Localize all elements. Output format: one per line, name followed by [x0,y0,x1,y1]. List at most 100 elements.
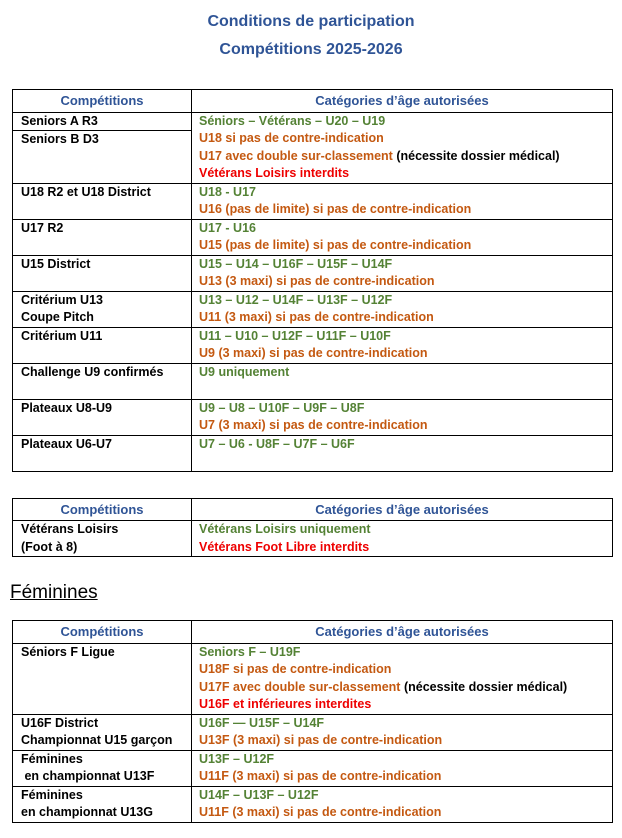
competitions-table-feminines: Compétitions Catégories d’âge autorisées S… [12,620,613,823]
table-header-row: Compétitions Catégories d’âge autorisées [13,90,612,112]
competition-name-group: Critérium U11 [13,328,191,363]
competition-name-line: U15 District [21,256,91,271]
competition-name-line: Coupe Pitch [21,310,94,324]
category-line: U13F – U12F [199,751,608,769]
competition-name-line: U16F District [21,715,99,730]
category-text-segment: Vétérans Foot Libre interdits [199,539,370,554]
competition-name-group: Plateaux U6-U7 [13,436,191,471]
category-text-segment: U18F si pas de contre-indication [199,662,392,676]
category-text-segment: U9 (3 maxi) si pas de contre-indication [199,346,428,360]
category-line: Séniors – Vétérans – U20 – U19 [199,113,608,131]
categories-cell: U18 - U17 U16 (pas de limite) si pas de c… [191,183,612,219]
category-line: U16F — U15F – U14F [199,715,608,733]
category-line: U9 uniquement [199,364,608,382]
competition-cell: Challenge U9 confirmés [13,364,191,399]
category-text-segment: U17F avec double sur-classement [199,679,404,694]
competition-name-group: U17 R2 [13,220,191,255]
competition-cell: U18 R2 et U18 District [13,184,191,219]
competition-name-line: Féminines [21,787,83,802]
competition-cell: Seniors A R3 Seniors B D3 [13,113,191,183]
category-text-segment: U16F — U15F – U14F [199,715,325,730]
competition-name-group: U15 District [13,256,191,291]
competition-name-line: Vétérans Loisirs [21,522,119,536]
competition-name-line: en championnat U13F [21,769,155,783]
categories-cell: U9 uniquement [191,363,612,399]
category-text-segment: (nécessite dossier médical) [403,679,568,694]
category-line: U7 (3 maxi) si pas de contre-indication [199,417,608,435]
category-text-segment: U13F (3 maxi) si pas de contre-indicatio… [199,733,443,747]
competition-cell: Féminines en championnat U13G [13,787,191,822]
category-line: U18F si pas de contre-indication [199,661,608,679]
categories-cell: Seniors F – U19F U18F si pas de contre-in… [191,643,612,714]
category-line: U11 – U10 – U12F – U11F – U10F [199,328,608,346]
category-text-segment: U13F – U12F [199,751,275,766]
category-text-segment: Vétérans Loisirs interdits [199,166,350,180]
category-line: U16 (pas de limite) si pas de contre-ind… [199,201,608,219]
table-row: Critérium U11 U11 – U10 – U12F – U11F – U… [13,326,612,363]
category-text-segment: Seniors F – U19F [199,644,301,659]
category-line: Vétérans Loisirs interdits [199,165,608,183]
categories-cell: U9 – U8 – U10F – U9F – U8F U7 (3 maxi) si… [191,399,612,435]
category-text-segment: (nécessite dossier médical) [396,148,560,163]
categories-cell: U15 – U14 – U16F – U15F – U14F U13 (3 max… [191,255,612,291]
competition-name-group: Féminines en championnat U13G [13,787,191,822]
categories-cell: U13F – U12F U11F (3 maxi) si pas de contr… [191,750,612,786]
competition-name-group: Féminines en championnat U13F [13,751,191,786]
competition-name-line: Championnat U15 garçon [21,733,173,747]
category-line: U9 – U8 – U10F – U9F – U8F [199,400,608,418]
category-text-segment: U16 (pas de limite) si pas de contre-ind… [199,202,472,216]
competitions-table-veterans: Compétitions Catégories d’âge autorisées V… [12,497,613,557]
table-row: Seniors A R3 Seniors B D3 Séniors – Vétéra… [13,111,612,183]
table-row: Plateaux U6-U7 U7 – U6 - U8F – U7F – U6F [13,434,612,471]
competition-name-line: en championnat U13G [21,805,153,819]
categories-cell: U11 – U10 – U12F – U11F – U10F U9 (3 maxi… [191,327,612,363]
categories-cell: U14F – U13F – U12F U11F (3 maxi) si pas d… [191,786,612,822]
competition-name-line: U17 R2 [21,220,64,235]
table-header-row: Compétitions Catégories d’âge autorisées [13,621,612,643]
competition-name-line: Séniors F Ligue [21,644,115,659]
competitions-column-header: Compétitions [60,93,144,108]
competition-name-group: Vétérans Loisirs (Foot à 8) [13,521,191,556]
category-text-segment: U11F (3 maxi) si pas de contre-indicatio… [199,769,442,783]
category-line: U18 si pas de contre-indication [199,130,608,148]
category-text-segment: U11 – U10 – U12F – U11F – U10F [199,328,391,343]
table-row: Vétérans Loisirs (Foot à 8) Vétérans Loisi… [13,520,612,556]
categories-cell: Séniors – Vétérans – U20 – U19 U18 si pas… [191,112,612,183]
category-line: Vétérans Foot Libre interdits [199,539,608,557]
category-text-segment: U17 avec double sur-classement [199,148,397,163]
category-text-segment: U7 (3 maxi) si pas de contre-indication [199,418,428,432]
categories-cell: U17 - U16 U15 (pas de limite) si pas de c… [191,219,612,255]
competition-name-group: U18 R2 et U18 District [13,184,191,219]
category-line: U11 (3 maxi) si pas de contre-indication [199,309,608,327]
competition-name-group: Challenge U9 confirmés [13,364,191,399]
table-row: U17 R2 U17 - U16 U15 (pas de limite) si pa… [13,218,612,255]
feminines-section-heading: Féminines [10,582,98,603]
competition-name-line: Plateaux U6-U7 [21,436,113,451]
categories-cell: U16F — U15F – U14F U13F (3 maxi) si pas d… [191,714,612,750]
category-line: U18 - U17 [199,184,608,202]
document-title-line-1: Conditions de participation [207,13,415,30]
competition-name-line: Seniors A R3 [21,113,98,128]
competition-name-line: Critérium U11 [21,328,103,343]
competition-name-group: U16F District Championnat U15 garçon [13,715,191,750]
category-text-segment: U11 (3 maxi) si pas de contre-indication [199,310,434,324]
document-title-line-2: Compétitions 2025-2026 [219,41,403,58]
competition-cell: Séniors F Ligue [13,644,191,714]
category-line: U11F (3 maxi) si pas de contre-indicatio… [199,768,608,786]
table-row: Challenge U9 confirmés U9 uniquement [13,362,612,399]
category-text-segment: U15 (pas de limite) si pas de contre-ind… [199,238,472,252]
categories-cell: Vétérans Loisirs uniquement Vétérans Foot… [191,521,612,556]
category-text-segment: U11F (3 maxi) si pas de contre-indicatio… [199,805,442,819]
table-row: Féminines en championnat U13G U14F – U13F … [13,785,612,822]
category-text-segment: Séniors – Vétérans – U20 – U19 [199,113,386,128]
category-text-segment: U18 si pas de contre-indication [199,131,384,145]
table-row: U18 R2 et U18 District U18 - U17 U16 (pas … [13,182,612,219]
categories-cell: U7 – U6 - U8F – U7F – U6F [191,435,612,471]
category-line: U9 (3 maxi) si pas de contre-indication [199,345,608,363]
competitions-column-header: Compétitions [60,624,144,639]
category-text-segment: U7 – U6 - U8F – U7F – U6F [199,436,355,451]
category-line: U13 – U12 – U14F – U13F – U12F [199,292,608,310]
competition-name-group: Critérium U13 Coupe Pitch [13,292,191,327]
competition-name-line: Seniors B D3 [21,132,99,146]
